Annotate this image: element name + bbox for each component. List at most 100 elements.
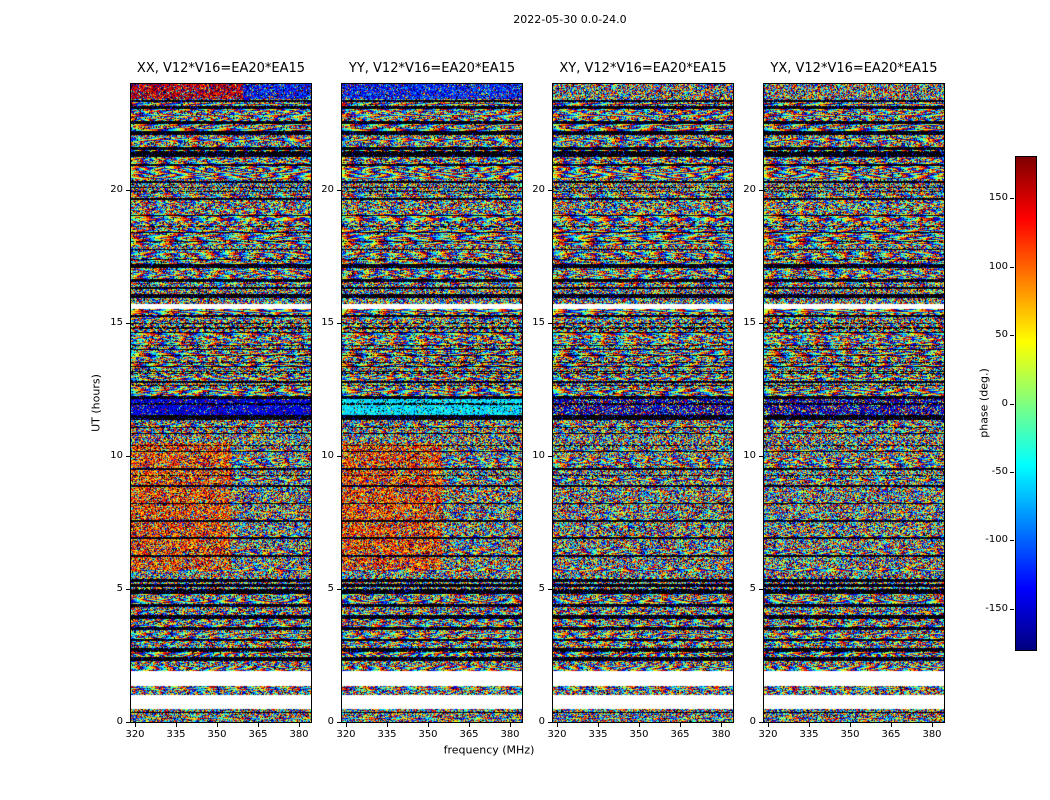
- y-tick-mark-XY-0: [548, 722, 552, 723]
- y-tick-mark-XX-20: [126, 190, 130, 191]
- y-tick-label-XX-0: 0: [116, 716, 123, 727]
- colorbar-tick-label--50: -50: [991, 466, 1008, 477]
- x-tick-label-YY-335: 335: [377, 729, 397, 740]
- y-tick-label-YY-5: 5: [327, 583, 334, 594]
- y-tick-label-YY-15: 15: [321, 317, 334, 328]
- colorbar-tick-mark--150: [1010, 609, 1014, 610]
- x-tick-label-YY-380: 380: [500, 729, 520, 740]
- x-tick-mark-XY-380: [721, 723, 722, 727]
- figure-title: 2022-05-30 0.0-24.0: [513, 13, 627, 26]
- y-tick-label-YX-0: 0: [749, 716, 756, 727]
- y-tick-mark-XY-15: [548, 323, 552, 324]
- y-tick-label-YY-20: 20: [321, 184, 334, 195]
- x-tick-label-XX-380: 380: [289, 729, 309, 740]
- x-tick-label-YX-350: 350: [840, 729, 860, 740]
- panel-YX: [763, 83, 945, 723]
- y-tick-mark-XY-5: [548, 589, 552, 590]
- panel-title-YY: YY, V12*V16=EA20*EA15: [348, 61, 516, 76]
- x-tick-mark-YY-365: [469, 723, 470, 727]
- heatmap-canvas-YY: [342, 84, 522, 722]
- x-tick-label-YX-335: 335: [799, 729, 819, 740]
- colorbar-tick-label-100: 100: [988, 261, 1008, 272]
- x-tick-label-YY-320: 320: [336, 729, 356, 740]
- x-tick-mark-XX-380: [299, 723, 300, 727]
- x-tick-mark-YX-365: [891, 723, 892, 727]
- panel-YY: [341, 83, 523, 723]
- x-tick-mark-XX-335: [176, 723, 177, 727]
- x-tick-label-YX-380: 380: [922, 729, 942, 740]
- y-tick-label-YY-10: 10: [321, 450, 334, 461]
- y-tick-mark-XX-0: [126, 722, 130, 723]
- colorbar-tick-mark--50: [1010, 472, 1014, 473]
- x-tick-label-XY-350: 350: [629, 729, 649, 740]
- y-tick-mark-XX-15: [126, 323, 130, 324]
- colorbar-tick-label-150: 150: [988, 192, 1008, 203]
- y-axis-label: UT (hours): [89, 374, 103, 432]
- colorbar-tick-mark--100: [1010, 540, 1014, 541]
- x-tick-label-XY-335: 335: [588, 729, 608, 740]
- y-tick-label-XY-5: 5: [538, 583, 545, 594]
- y-tick-label-YX-5: 5: [749, 583, 756, 594]
- x-tick-mark-XX-365: [258, 723, 259, 727]
- x-tick-label-YY-350: 350: [418, 729, 438, 740]
- x-tick-mark-XY-350: [639, 723, 640, 727]
- y-tick-mark-XX-5: [126, 589, 130, 590]
- x-tick-mark-XY-365: [680, 723, 681, 727]
- x-tick-label-YY-365: 365: [459, 729, 479, 740]
- y-tick-mark-YX-0: [759, 722, 763, 723]
- y-tick-mark-YY-20: [337, 190, 341, 191]
- y-tick-label-YY-0: 0: [327, 716, 334, 727]
- x-tick-mark-XY-320: [557, 723, 558, 727]
- x-tick-label-XX-320: 320: [125, 729, 145, 740]
- y-tick-label-YX-10: 10: [743, 450, 756, 461]
- y-tick-label-XY-0: 0: [538, 716, 545, 727]
- heatmap-canvas-XX: [131, 84, 311, 722]
- panel-XY: [552, 83, 734, 723]
- y-tick-label-XX-10: 10: [110, 450, 123, 461]
- x-tick-mark-YX-335: [809, 723, 810, 727]
- x-tick-mark-XY-335: [598, 723, 599, 727]
- colorbar-tick-mark-0: [1010, 404, 1014, 405]
- colorbar-label: phase (deg.): [977, 368, 991, 438]
- x-tick-mark-YX-380: [932, 723, 933, 727]
- colorbar-tick-label--100: -100: [985, 534, 1008, 545]
- x-tick-mark-XX-350: [217, 723, 218, 727]
- y-tick-label-XY-20: 20: [532, 184, 545, 195]
- y-tick-mark-YY-5: [337, 589, 341, 590]
- colorbar-tick-label--150: -150: [985, 603, 1008, 614]
- x-tick-mark-YY-320: [346, 723, 347, 727]
- colorbar-frame: [1015, 156, 1037, 651]
- x-tick-mark-YY-335: [387, 723, 388, 727]
- x-tick-mark-YY-380: [510, 723, 511, 727]
- panel-title-XY: XY, V12*V16=EA20*EA15: [559, 61, 727, 76]
- y-tick-label-XX-15: 15: [110, 317, 123, 328]
- x-tick-label-XX-365: 365: [248, 729, 268, 740]
- colorbar-tick-mark-150: [1010, 198, 1014, 199]
- y-tick-mark-YY-15: [337, 323, 341, 324]
- x-tick-label-XY-380: 380: [711, 729, 731, 740]
- y-tick-mark-YX-20: [759, 190, 763, 191]
- y-tick-mark-YX-10: [759, 456, 763, 457]
- y-tick-mark-YX-5: [759, 589, 763, 590]
- y-tick-mark-YX-15: [759, 323, 763, 324]
- y-tick-label-YX-15: 15: [743, 317, 756, 328]
- y-tick-label-XX-20: 20: [110, 184, 123, 195]
- y-tick-mark-XY-20: [548, 190, 552, 191]
- x-tick-label-YX-320: 320: [758, 729, 778, 740]
- y-tick-mark-XX-10: [126, 456, 130, 457]
- panel-XX: [130, 83, 312, 723]
- x-tick-mark-YX-320: [768, 723, 769, 727]
- colorbar-tick-label-0: 0: [1001, 398, 1008, 409]
- x-tick-label-XX-335: 335: [166, 729, 186, 740]
- y-tick-label-XX-5: 5: [116, 583, 123, 594]
- colorbar-tick-mark-100: [1010, 267, 1014, 268]
- y-tick-mark-XY-10: [548, 456, 552, 457]
- x-tick-mark-YX-350: [850, 723, 851, 727]
- colorbar-tick-label-50: 50: [995, 329, 1008, 340]
- y-tick-mark-YY-0: [337, 722, 341, 723]
- x-tick-label-YX-365: 365: [881, 729, 901, 740]
- y-tick-label-XY-15: 15: [532, 317, 545, 328]
- x-tick-mark-YY-350: [428, 723, 429, 727]
- y-tick-label-XY-10: 10: [532, 450, 545, 461]
